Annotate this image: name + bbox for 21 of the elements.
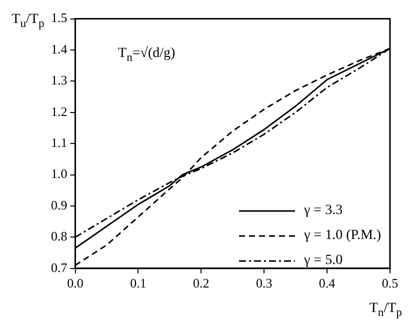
x-tick-label: 0.0 (67, 276, 84, 291)
legend-label: γ = 3.3 (304, 202, 343, 218)
y-axis-title: T$_{u}$/T$_{p}$ (12, 12, 44, 30)
y-tick-label: 0.7 (51, 260, 68, 275)
x-tick-label: 0.1 (130, 276, 146, 291)
x-tick-label: 0.3 (256, 276, 272, 291)
legend-label: γ = 1.0 (P.M.) (304, 228, 382, 244)
x-axis-title: T$_{n}$/T$_{p}$ (369, 301, 402, 319)
y-tick-label: 1.3 (51, 72, 68, 88)
y-tick-label: 1.1 (51, 135, 68, 150)
y-tick-label: 0.9 (51, 197, 68, 212)
x-tick-label: 0.5 (382, 276, 398, 291)
y-tick-label: 0.8 (51, 228, 68, 244)
annotation: T$_{n}$=√(d/g) (118, 46, 176, 64)
y-tick-label: 1.4 (51, 41, 68, 56)
x-tick-label: 0.4 (318, 276, 336, 291)
y-tick-label: 1.2 (51, 104, 68, 119)
legend-label: γ = 5.0 (304, 252, 343, 268)
x-tick-label: 0.2 (193, 276, 210, 291)
y-tick-label: 1.0 (51, 166, 68, 182)
y-tick-label: 1.5 (51, 10, 68, 26)
